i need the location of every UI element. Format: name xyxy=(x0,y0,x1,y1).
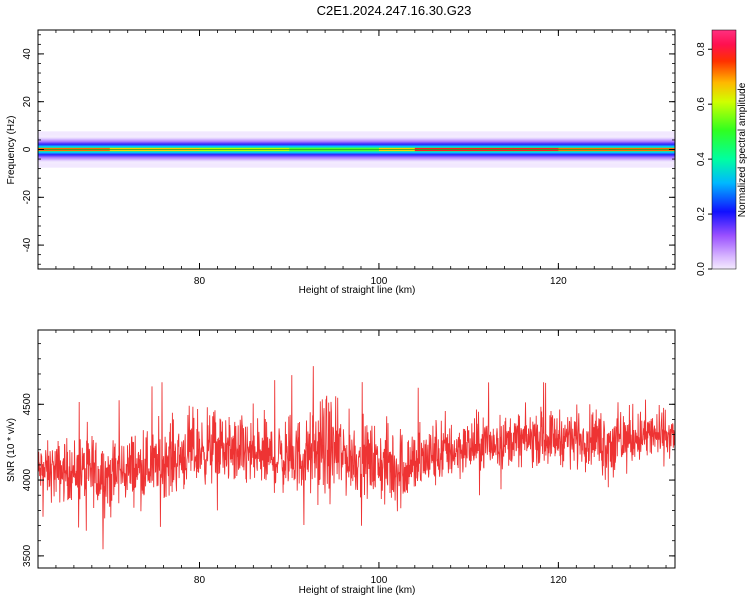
snr-y-tick-label: 4000 xyxy=(22,469,33,492)
heatmap-y-tick-label: -40 xyxy=(22,237,33,252)
snr-series-line xyxy=(38,366,675,550)
colorbar-tick-label: 0.8 xyxy=(696,42,707,56)
colorbar-gradient xyxy=(711,29,737,270)
heatmap-band xyxy=(38,131,675,168)
colorbar-label: Normalized spectral amplitude xyxy=(737,82,748,217)
snr-panel: 80 100 120 3500 4000 4500 Height of straight… xyxy=(6,329,676,596)
colorbar-tick-label: 0.6 xyxy=(696,97,707,111)
figure-title: C2E1.2024.247.16.30.G23 xyxy=(317,3,472,18)
heatmap-y-tick-label: 20 xyxy=(22,96,33,108)
heatmap-y-tick-label: -20 xyxy=(22,190,33,205)
colorbar-tick-label: 0.0 xyxy=(696,262,707,276)
snr-y-tick-label: 3500 xyxy=(22,544,33,567)
snr-x-tick-label: 100 xyxy=(371,575,388,586)
heatmap-panel: 80 100 120 -40 -20 0 20 40 Height of straight … xyxy=(6,29,676,296)
colorbar-tick-label: 0.2 xyxy=(696,207,707,221)
snr-line-path xyxy=(38,366,675,550)
heatmap-x-axis-label: Height of straight line (km) xyxy=(299,285,416,296)
heatmap-y-tick-label: 0 xyxy=(22,146,33,152)
colorbar: 0.0 0.2 0.4 0.6 0.8 Normalized spectral ampl… xyxy=(696,29,748,276)
snr-y-tick-label: 4500 xyxy=(22,393,33,416)
snr-plot-frame xyxy=(37,329,676,569)
snr-x-tick-label: 120 xyxy=(550,575,567,586)
heatmap-x-tick-label: 80 xyxy=(194,276,206,287)
snr-y-axis-label: SNR (10 * v/v) xyxy=(6,418,17,482)
colorbar-tick-label: 0.4 xyxy=(696,152,707,166)
heatmap-x-tick-label: 100 xyxy=(371,276,388,287)
snr-x-tick-label: 80 xyxy=(194,575,206,586)
heatmap-y-tick-label: 40 xyxy=(22,48,33,60)
heatmap-x-tick-label: 120 xyxy=(550,276,567,287)
heatmap-y-axis-label: Frequency (Hz) xyxy=(6,116,17,185)
snr-x-axis-label: Height of straight line (km) xyxy=(299,585,416,596)
